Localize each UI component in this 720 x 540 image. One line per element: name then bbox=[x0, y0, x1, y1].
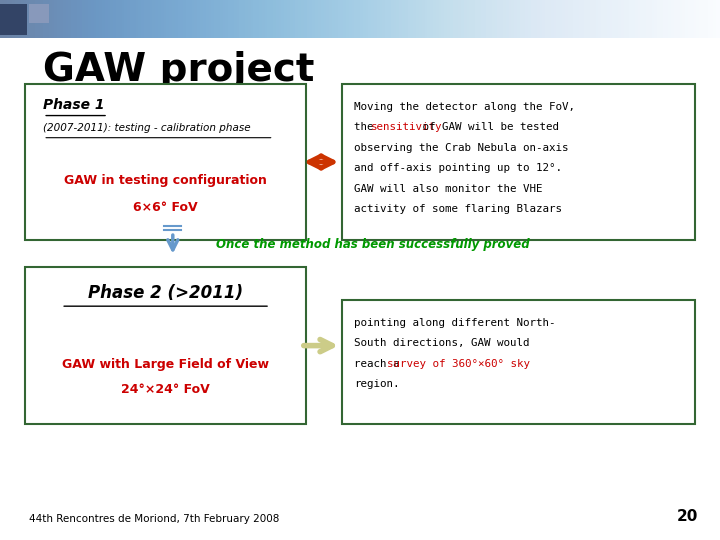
FancyBboxPatch shape bbox=[25, 84, 306, 240]
Text: GAW will also monitor the VHE: GAW will also monitor the VHE bbox=[354, 184, 543, 194]
Text: and off-axis pointing up to 12°.: and off-axis pointing up to 12°. bbox=[354, 163, 562, 173]
Text: Phase 1: Phase 1 bbox=[43, 98, 104, 112]
Text: survey of 360°×60° sky: survey of 360°×60° sky bbox=[387, 359, 531, 369]
Text: 20: 20 bbox=[677, 509, 698, 524]
Text: GAW project: GAW project bbox=[43, 51, 315, 89]
Text: observing the Crab Nebula on-axis: observing the Crab Nebula on-axis bbox=[354, 143, 569, 153]
Text: South directions, GAW would: South directions, GAW would bbox=[354, 338, 530, 348]
Text: 24°×24° FoV: 24°×24° FoV bbox=[121, 383, 210, 396]
Text: Phase 2 (>2011): Phase 2 (>2011) bbox=[88, 284, 243, 301]
Text: region.: region. bbox=[354, 379, 400, 389]
FancyBboxPatch shape bbox=[342, 84, 695, 240]
FancyBboxPatch shape bbox=[29, 4, 49, 23]
Text: of GAW will be tested: of GAW will be tested bbox=[416, 122, 559, 132]
Text: 6×6° FoV: 6×6° FoV bbox=[133, 201, 198, 214]
Text: GAW in testing configuration: GAW in testing configuration bbox=[64, 174, 267, 187]
Text: activity of some flaring Blazars: activity of some flaring Blazars bbox=[354, 204, 562, 214]
Text: the: the bbox=[354, 122, 380, 132]
Text: reach a: reach a bbox=[354, 359, 406, 369]
Text: pointing along different North-: pointing along different North- bbox=[354, 318, 556, 328]
FancyBboxPatch shape bbox=[342, 300, 695, 424]
FancyBboxPatch shape bbox=[0, 4, 27, 35]
Text: (2007-2011): testing - calibration phase: (2007-2011): testing - calibration phase bbox=[43, 123, 251, 133]
Text: GAW with Large Field of View: GAW with Large Field of View bbox=[62, 358, 269, 371]
Text: Moving the detector along the FoV,: Moving the detector along the FoV, bbox=[354, 102, 575, 112]
FancyBboxPatch shape bbox=[25, 267, 306, 424]
Text: sensitivity: sensitivity bbox=[371, 122, 442, 132]
Text: Once the method has been successfully proved: Once the method has been successfully pr… bbox=[216, 238, 530, 251]
Text: 44th Rencontres de Moriond, 7th February 2008: 44th Rencontres de Moriond, 7th February… bbox=[29, 514, 279, 524]
